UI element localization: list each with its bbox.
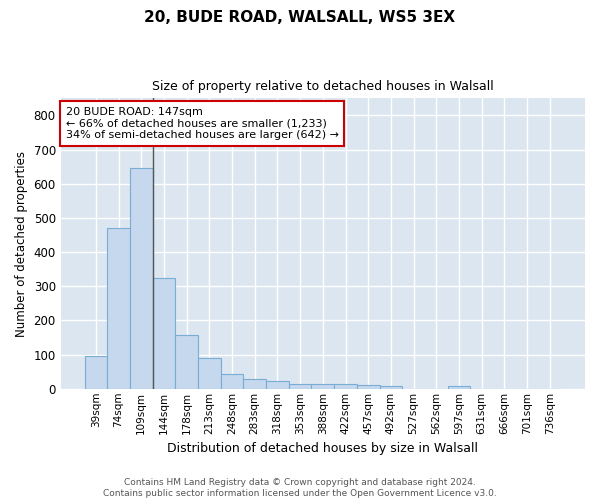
Bar [130, 168, 152, 389]
Bar [107, 228, 130, 389]
Y-axis label: Number of detached properties: Number of detached properties [15, 150, 28, 336]
X-axis label: Distribution of detached houses by size in Walsall: Distribution of detached houses by size … [167, 442, 478, 455]
Bar [448, 386, 470, 389]
Text: 20 BUDE ROAD: 147sqm
← 66% of detached houses are smaller (1,233)
34% of semi-de: 20 BUDE ROAD: 147sqm ← 66% of detached h… [66, 107, 339, 140]
Bar [198, 358, 221, 389]
Bar [244, 379, 266, 389]
Bar [357, 386, 380, 389]
Title: Size of property relative to detached houses in Walsall: Size of property relative to detached ho… [152, 80, 494, 93]
Bar [152, 278, 175, 389]
Bar [311, 384, 334, 389]
Text: Contains HM Land Registry data © Crown copyright and database right 2024.
Contai: Contains HM Land Registry data © Crown c… [103, 478, 497, 498]
Bar [266, 381, 289, 389]
Bar [334, 384, 357, 389]
Text: 20, BUDE ROAD, WALSALL, WS5 3EX: 20, BUDE ROAD, WALSALL, WS5 3EX [145, 10, 455, 25]
Bar [221, 374, 244, 389]
Bar [289, 384, 311, 389]
Bar [85, 356, 107, 389]
Bar [175, 335, 198, 389]
Bar [380, 386, 402, 389]
